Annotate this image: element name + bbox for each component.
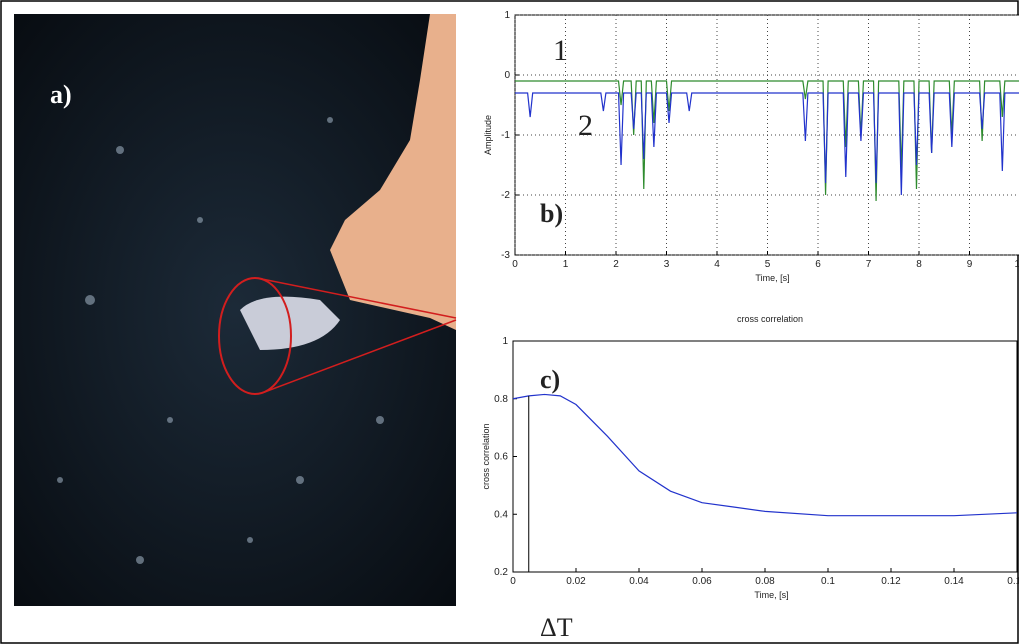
x-tick-label: 0.14 bbox=[944, 576, 964, 587]
series-label: 1 bbox=[553, 34, 568, 67]
x-tick-label: 0.1 bbox=[821, 576, 835, 587]
x-axis-label: Time, [s] bbox=[755, 273, 789, 283]
x-tick-label: 0.04 bbox=[629, 576, 649, 587]
y-tick-label: -3 bbox=[501, 250, 510, 261]
x-tick-label: 4 bbox=[714, 259, 720, 270]
y-tick-label: -2 bbox=[501, 190, 510, 201]
series-label: 2 bbox=[578, 109, 593, 142]
photo-background bbox=[14, 14, 456, 606]
chart-title: cross correlation bbox=[737, 314, 803, 324]
y-tick-label: 1 bbox=[502, 336, 508, 347]
x-tick-label: 7 bbox=[866, 259, 872, 270]
y-tick-label: 1 bbox=[504, 10, 510, 21]
annotation: ΔT bbox=[540, 613, 573, 642]
x-tick-label: 9 bbox=[967, 259, 973, 270]
y-axis-label: Amplitude bbox=[483, 115, 493, 155]
plot-area bbox=[513, 341, 1017, 572]
x-tick-label: 0.06 bbox=[692, 576, 712, 587]
y-tick-label: 0.4 bbox=[494, 509, 508, 520]
y-tick-label: 0.2 bbox=[494, 567, 508, 578]
x-tick-label: 0 bbox=[510, 576, 516, 587]
annotation: b) bbox=[540, 199, 563, 228]
x-tick-label: 0.16 bbox=[1007, 576, 1019, 587]
photo: a) bbox=[14, 14, 456, 606]
x-tick-label: 0 bbox=[512, 259, 518, 270]
x-tick-label: 10 bbox=[1014, 259, 1019, 270]
panel-label: a) bbox=[50, 80, 72, 109]
x-tick-label: 0.12 bbox=[881, 576, 901, 587]
y-tick-label: -1 bbox=[501, 130, 510, 141]
x-axis-label: Time, [s] bbox=[754, 590, 788, 600]
x-tick-label: 0.08 bbox=[755, 576, 775, 587]
y-tick-label: 0.6 bbox=[494, 452, 508, 463]
x-tick-label: 8 bbox=[916, 259, 922, 270]
x-tick-label: 6 bbox=[815, 259, 821, 270]
y-axis-label: cross correlation bbox=[481, 423, 491, 489]
y-tick-label: 0 bbox=[504, 70, 510, 81]
annotation: c) bbox=[540, 365, 560, 394]
figure: a) 012345678910-3-2-101Time, [s]Amplitud… bbox=[0, 0, 1019, 644]
x-tick-label: 1 bbox=[563, 259, 569, 270]
x-tick-label: 5 bbox=[765, 259, 771, 270]
y-tick-label: 0.8 bbox=[494, 394, 508, 405]
x-tick-label: 3 bbox=[664, 259, 670, 270]
x-tick-label: 2 bbox=[613, 259, 619, 270]
x-tick-label: 0.02 bbox=[566, 576, 586, 587]
